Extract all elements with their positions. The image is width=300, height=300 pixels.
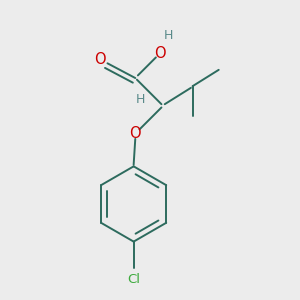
Text: Cl: Cl (127, 273, 140, 286)
Text: H: H (136, 93, 146, 106)
Text: O: O (130, 126, 141, 141)
Text: H: H (163, 29, 173, 42)
Text: O: O (154, 46, 166, 61)
Text: O: O (94, 52, 106, 67)
